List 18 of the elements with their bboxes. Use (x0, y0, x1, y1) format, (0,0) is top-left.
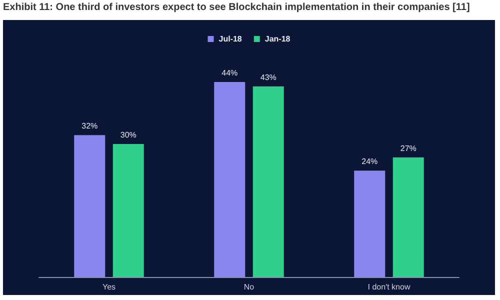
bar (354, 170, 386, 277)
data-label: 32% (82, 122, 98, 131)
data-label: 43% (260, 72, 276, 82)
legend-label: Jan-18 (264, 34, 291, 44)
bar (392, 157, 424, 277)
data-label: 27% (400, 144, 416, 153)
bar (74, 135, 106, 277)
data-label: 30% (120, 130, 136, 140)
x-tick-label: Yes (102, 282, 116, 292)
bar (112, 144, 144, 277)
x-tick-label: No (244, 282, 255, 292)
legend-label: Jul-18 (218, 34, 242, 44)
bar (252, 86, 284, 277)
data-label: 24% (362, 157, 378, 166)
x-tick-label: I don't know (368, 282, 410, 292)
data-label: 44% (222, 68, 238, 78)
chart-title: Exhibit 11: One third of investors expect to see Blockchain implementation in their companies [11] (3, 2, 471, 13)
bar (214, 82, 246, 277)
